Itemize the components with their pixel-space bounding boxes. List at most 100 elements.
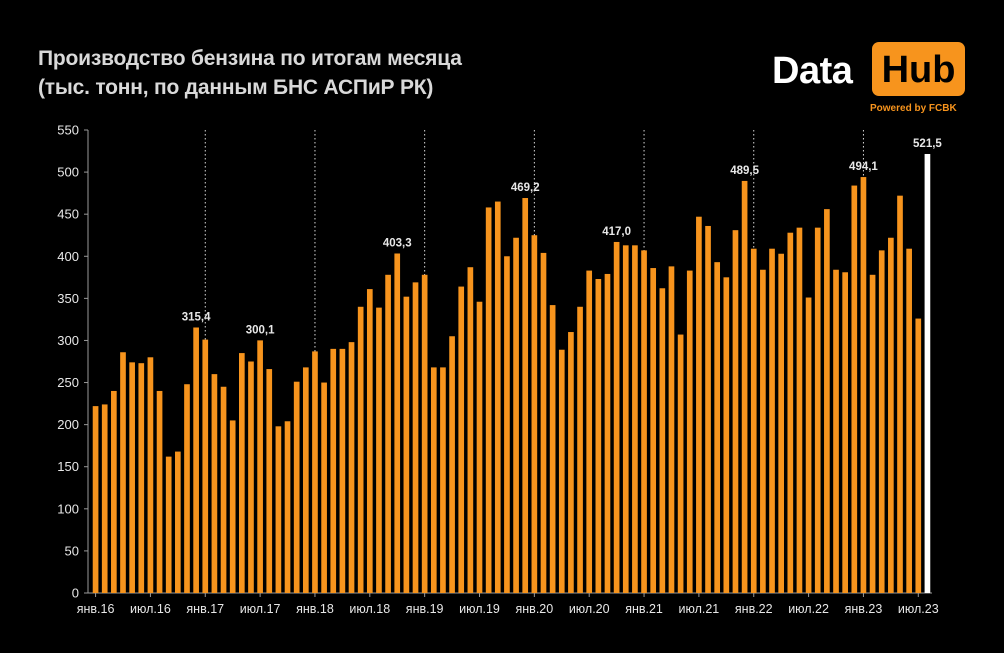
x-tick-label: июл.19 <box>459 602 500 616</box>
x-tick-label: янв.23 <box>845 602 883 616</box>
data-label: 494,1 <box>849 161 878 173</box>
x-tick-label: янв.17 <box>186 602 224 616</box>
x-tick-label: июл.16 <box>130 602 171 616</box>
bar <box>677 334 684 593</box>
bar <box>686 270 693 593</box>
bar <box>357 306 364 593</box>
bar <box>897 195 903 594</box>
bar <box>778 253 785 594</box>
bar <box>211 374 218 593</box>
y-tick-label: 150 <box>57 459 79 474</box>
logo-tagline: Powered by FCBK <box>870 103 957 114</box>
bar <box>769 248 775 594</box>
bar <box>403 296 410 593</box>
logo-word-data: Data <box>772 50 853 92</box>
bar <box>193 327 199 593</box>
x-tick-label: янв.22 <box>735 602 773 616</box>
bar <box>696 216 702 593</box>
bar <box>92 406 99 593</box>
chart-title-line2: (тыс. тонн, по данным БНС АСПиР РК) <box>38 76 434 99</box>
bar <box>120 352 126 593</box>
bar <box>275 426 282 593</box>
bar <box>549 305 556 593</box>
data-label: 315,4 <box>182 311 211 323</box>
bar <box>376 307 382 593</box>
bar <box>604 273 611 593</box>
datahub-logo: Data Hub Powered by FCBK <box>772 42 966 120</box>
bar <box>760 269 766 593</box>
bar <box>220 386 227 593</box>
y-tick-label: 50 <box>65 543 79 558</box>
bar <box>449 336 455 593</box>
y-tick-label: 550 <box>57 123 79 138</box>
bar <box>156 390 163 593</box>
bar <box>504 256 510 593</box>
chart-title-line1: Производство бензина по итогам месяца <box>38 47 462 70</box>
bar <box>394 253 401 593</box>
y-tick-label: 0 <box>72 586 79 601</box>
bar <box>741 180 748 593</box>
y-tick-label: 400 <box>57 249 79 264</box>
x-tick-label: июл.22 <box>788 602 829 616</box>
bar <box>659 288 666 593</box>
bar <box>175 451 181 593</box>
bar <box>385 274 391 593</box>
bar <box>339 348 346 593</box>
data-label: 489,5 <box>730 165 759 177</box>
y-tick-label: 500 <box>57 165 79 180</box>
bar <box>129 362 135 593</box>
bar <box>842 272 848 593</box>
y-tick-label: 250 <box>57 375 79 390</box>
bar <box>668 266 675 593</box>
bar <box>138 363 145 593</box>
bar <box>540 252 547 593</box>
x-tick-label: янв.20 <box>516 602 554 616</box>
bar <box>732 230 739 593</box>
y-tick-label: 300 <box>57 333 79 348</box>
bar <box>814 227 821 593</box>
bar <box>412 282 419 593</box>
bar <box>111 390 117 593</box>
bar <box>257 340 263 593</box>
x-tick-label: июл.23 <box>898 602 939 616</box>
bar <box>476 301 483 593</box>
bar <box>595 279 602 593</box>
bar <box>632 245 638 593</box>
bar <box>494 201 501 593</box>
bar <box>302 367 309 593</box>
bar <box>184 384 190 593</box>
bar <box>266 369 273 593</box>
bar <box>513 237 519 593</box>
bar <box>330 348 337 593</box>
bar <box>568 332 574 593</box>
bar <box>833 269 839 593</box>
bar <box>750 248 757 594</box>
x-tick-label: янв.21 <box>625 602 663 616</box>
bar <box>531 235 538 593</box>
bar <box>147 357 154 593</box>
chart-title: Производство бензина по итогам месяца (т… <box>38 44 462 102</box>
bar <box>202 339 209 593</box>
bar <box>622 245 629 593</box>
bar <box>238 353 245 593</box>
bar <box>723 277 730 593</box>
bar <box>714 262 721 593</box>
x-tick-label: янв.18 <box>296 602 334 616</box>
bar <box>824 209 830 593</box>
bar <box>869 274 876 593</box>
bar <box>485 207 492 593</box>
bar <box>522 198 529 593</box>
y-tick-label: 200 <box>57 417 79 432</box>
bar <box>805 297 812 593</box>
bar <box>440 367 446 593</box>
bar <box>284 421 291 593</box>
data-label: 417,0 <box>602 226 631 238</box>
bar <box>888 237 894 593</box>
bar <box>915 318 922 593</box>
bar <box>165 456 172 593</box>
bar <box>430 367 437 593</box>
x-tick-label: июл.18 <box>349 602 390 616</box>
bar <box>641 250 647 593</box>
bar <box>650 268 657 593</box>
